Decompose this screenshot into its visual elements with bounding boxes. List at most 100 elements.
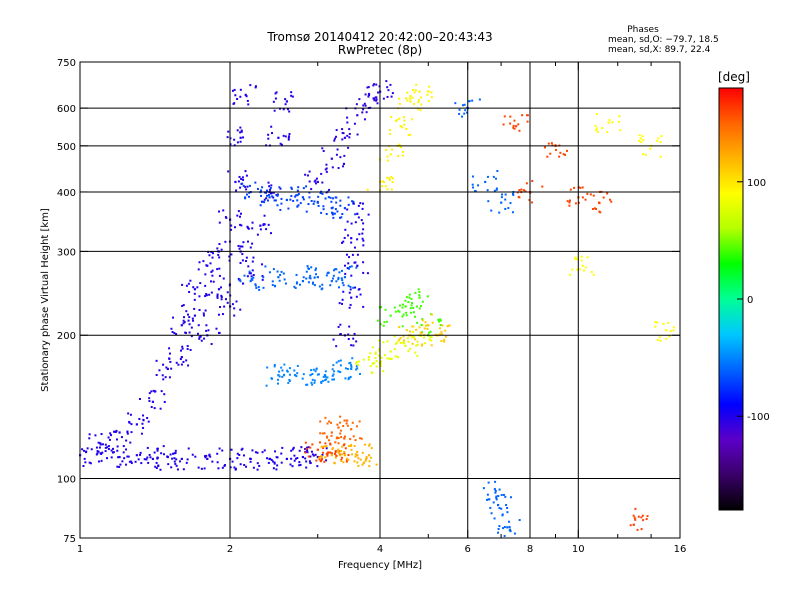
data-point: [328, 420, 331, 423]
data-point: [430, 339, 433, 342]
data-point: [383, 321, 386, 324]
data-point: [212, 280, 215, 283]
data-point: [611, 121, 614, 124]
data-point: [331, 212, 334, 215]
data-point: [288, 133, 291, 136]
data-point: [521, 114, 524, 117]
data-point: [403, 123, 406, 126]
data-point: [420, 324, 423, 327]
data-point: [242, 184, 245, 187]
data-point: [182, 360, 185, 363]
data-point: [441, 324, 444, 327]
data-point: [325, 459, 328, 462]
data-point: [249, 84, 252, 87]
data-point: [297, 192, 300, 195]
data-point: [338, 450, 341, 453]
data-point: [342, 425, 345, 428]
data-point: [415, 305, 418, 308]
data-point: [369, 456, 372, 459]
data-point: [498, 488, 501, 491]
data-point: [342, 240, 345, 243]
data-point: [352, 337, 355, 340]
data-point: [633, 516, 636, 519]
data-point: [235, 300, 238, 303]
data-point: [503, 115, 506, 118]
data-point: [367, 358, 370, 361]
data-point: [243, 274, 246, 277]
data-point: [325, 170, 328, 173]
data-point: [672, 326, 675, 329]
data-point: [397, 309, 400, 312]
data-point: [273, 365, 276, 368]
data-point: [247, 240, 250, 243]
data-point: [447, 324, 450, 327]
data-point: [141, 422, 144, 425]
data-point: [316, 180, 319, 184]
data-point: [235, 189, 238, 192]
data-point: [202, 314, 205, 317]
data-point: [332, 216, 335, 219]
data-point: [410, 304, 413, 307]
data-point: [352, 200, 355, 203]
data-point: [372, 84, 375, 87]
data-point: [632, 523, 635, 526]
data-point: [203, 337, 206, 340]
data-point: [321, 432, 324, 435]
data-point: [312, 454, 315, 457]
data-point: [351, 200, 354, 203]
data-point: [188, 323, 191, 326]
data-point: [331, 374, 334, 377]
data-point: [165, 366, 168, 369]
data-point: [145, 458, 148, 461]
data-point: [288, 110, 291, 113]
data-point: [429, 330, 432, 333]
data-point: [295, 375, 298, 378]
data-point: [220, 294, 223, 297]
data-point: [329, 442, 332, 445]
data-point: [332, 338, 335, 341]
data-point: [94, 434, 97, 437]
data-point: [259, 204, 262, 207]
data-point: [349, 288, 352, 291]
data-point: [285, 457, 288, 461]
data-point: [412, 325, 415, 328]
data-point: [509, 122, 512, 125]
data-point: [346, 208, 349, 211]
data-point: [341, 453, 344, 456]
data-point: [402, 313, 405, 316]
data-point: [267, 133, 270, 136]
y-tick-label: 500: [57, 142, 76, 153]
data-point: [179, 349, 182, 352]
data-point: [602, 196, 605, 199]
data-point: [428, 338, 431, 341]
data-point: [168, 352, 171, 355]
data-point: [211, 256, 214, 259]
data-point: [328, 439, 331, 442]
data-point: [290, 186, 293, 189]
data-point: [192, 286, 195, 289]
data-point: [646, 515, 649, 518]
data-point: [323, 374, 327, 377]
data-point: [317, 373, 320, 376]
data-point: [185, 461, 188, 464]
data-point: [261, 278, 264, 281]
data-point: [375, 365, 378, 368]
data-point: [337, 167, 340, 170]
data-point: [399, 125, 402, 128]
x-tick-label: 16: [674, 544, 687, 555]
data-point: [316, 373, 319, 376]
data-point: [287, 207, 290, 210]
data-point: [489, 506, 492, 509]
data-point: [586, 192, 589, 195]
data-point: [148, 453, 151, 456]
data-point: [218, 274, 221, 277]
data-point: [252, 276, 255, 279]
data-point: [329, 421, 332, 424]
data-point: [305, 277, 308, 280]
data-point: [339, 333, 342, 336]
data-point: [122, 445, 125, 448]
data-point: [473, 190, 476, 193]
data-point: [384, 308, 387, 311]
data-point: [595, 129, 598, 132]
data-point: [391, 177, 394, 180]
